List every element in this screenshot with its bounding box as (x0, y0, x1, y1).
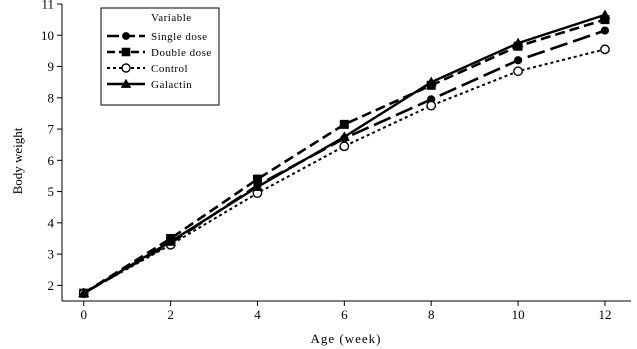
data-point (425, 76, 437, 87)
series-control (78, 44, 610, 299)
y-axis-title: Body weight (10, 127, 25, 194)
legend: Variable Single dose Double dose Control Gal… (100, 7, 220, 106)
legend-label: Single dose (151, 31, 208, 43)
legend-marker (121, 47, 131, 57)
legend-marker (122, 32, 130, 40)
y-tick-label: 2 (48, 278, 55, 293)
y-tick-label: 10 (41, 28, 54, 43)
data-point (599, 9, 611, 20)
data-point (339, 141, 350, 152)
x-tick-label: 10 (512, 307, 525, 322)
x-tick-label: 4 (254, 307, 261, 322)
y-tick-label: 8 (48, 90, 55, 105)
legend-title: Variable (151, 12, 192, 24)
data-point (426, 100, 437, 111)
data-point (251, 181, 263, 192)
data-point (512, 37, 524, 48)
x-tick-label: 2 (167, 307, 174, 322)
y-tick-label: 5 (48, 184, 55, 199)
legend-label: Double dose (151, 47, 212, 59)
legend-box (100, 7, 220, 106)
legend-label: Galactin (151, 79, 192, 91)
y-tick-label: 11 (41, 0, 54, 12)
data-point (600, 26, 610, 35)
axes: 0 2 4 6 8 10 12 2 3 4 5 6 7 8 9 10 11 (41, 0, 631, 322)
data-point (252, 174, 262, 184)
data-point (513, 56, 523, 65)
legend-label: Control (151, 63, 188, 75)
y-tick-label: 4 (48, 215, 55, 230)
data-point (600, 15, 610, 25)
x-axis-title: Age (week) (311, 331, 382, 346)
legend-marker (120, 78, 132, 88)
series-layer (78, 9, 611, 299)
y-tick-label: 7 (48, 122, 55, 137)
data-point (338, 131, 350, 141)
data-point (165, 236, 177, 246)
data-point (339, 119, 349, 129)
y-tick-label: 9 (48, 59, 55, 74)
data-point (513, 66, 523, 77)
data-point (78, 287, 90, 298)
y-tick-label: 6 (48, 153, 55, 168)
y-tick-label: 3 (48, 247, 55, 262)
x-tick-label: 12 (598, 307, 611, 322)
x-tick-label: 6 (341, 307, 348, 322)
x-tick-label: 0 (80, 307, 87, 322)
x-tick-label: 8 (428, 307, 435, 322)
legend-marker (121, 63, 131, 73)
series-galactin (78, 9, 611, 298)
data-point (600, 44, 610, 55)
